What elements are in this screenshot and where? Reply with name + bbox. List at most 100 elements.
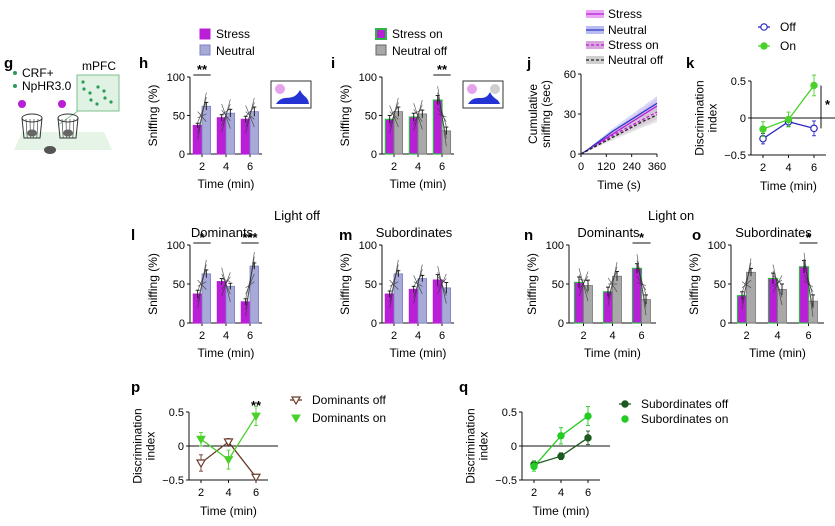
arena-cup-icon bbox=[467, 84, 477, 94]
individual-trace bbox=[741, 281, 752, 289]
y-tick-label: 60 bbox=[564, 69, 576, 81]
neuron-dot bbox=[102, 89, 106, 93]
x-tick-label: 6 bbox=[439, 330, 445, 342]
y-axis-label: Discrimination bbox=[693, 80, 707, 155]
individual-trace bbox=[245, 102, 255, 128]
panel-n: n 0 50 100 Sniffing (%) 2 4 6 Time (min) Dominant… bbox=[524, 225, 656, 360]
arena-cup-icon bbox=[490, 84, 500, 94]
data-point bbox=[291, 414, 301, 424]
data-point bbox=[223, 438, 234, 448]
legend-label: Neutral off bbox=[608, 53, 664, 67]
individual-trace bbox=[803, 263, 814, 297]
panel-title: Dominants bbox=[191, 225, 254, 240]
legend-crf: CRF+ bbox=[22, 66, 54, 80]
y-tick-label: 0 bbox=[371, 318, 377, 330]
x-axis-label: Time (min) bbox=[198, 177, 255, 191]
y-tick-label: 30 bbox=[564, 109, 576, 121]
y-axis-label: Discrimination bbox=[464, 408, 478, 483]
individual-trace bbox=[578, 268, 589, 302]
x-tick-label: 4 bbox=[774, 330, 780, 342]
y-tick-label: 50 bbox=[365, 279, 377, 291]
legend-label: On bbox=[780, 39, 796, 53]
individual-trace bbox=[607, 271, 618, 289]
inset-connector bbox=[57, 110, 79, 126]
x-tick-label: 2 bbox=[199, 330, 205, 342]
bar-neutral bbox=[249, 111, 260, 155]
y-tick-label: 100 bbox=[546, 240, 564, 252]
panel-o: o 0 50 100 Sniffing (%) 2 4 6 Time (min) Subordin… bbox=[687, 225, 824, 360]
x-tick-label: 2 bbox=[199, 161, 205, 173]
trajectory-icon bbox=[468, 92, 500, 104]
individual-trace bbox=[221, 278, 231, 282]
series-line bbox=[580, 111, 658, 155]
panel-j: j 0 30 60 0 120 240 360 Time (s) Cumulative sniffi… bbox=[526, 7, 666, 192]
y-tick-label: −0.5 bbox=[495, 475, 517, 487]
y-tick-label: 0 bbox=[740, 113, 746, 125]
legend-label: Stress bbox=[216, 27, 250, 41]
cup-wire bbox=[61, 118, 64, 139]
y-axis-label: Sniffing (%) bbox=[687, 253, 701, 315]
individual-trace bbox=[389, 106, 399, 117]
panel-h: h 0 50 100 Sniffing (%) 2 4 6 Time (min) ** Stress… bbox=[139, 27, 312, 191]
y-tick-label: 100 bbox=[167, 240, 185, 252]
x-axis-label: Time (min) bbox=[584, 346, 641, 360]
data-point bbox=[557, 452, 565, 460]
trajectory-icon bbox=[276, 90, 309, 104]
significance-stars: * bbox=[639, 230, 645, 245]
section-label-light-off: Light off bbox=[274, 208, 320, 223]
individual-trace bbox=[413, 109, 423, 115]
y-tick-label: 0.5 bbox=[502, 407, 517, 419]
individual-trace bbox=[245, 105, 255, 128]
x-tick-label: 4 bbox=[415, 161, 421, 173]
mouse-in-cup bbox=[63, 129, 73, 137]
panel-label: q bbox=[459, 379, 468, 396]
legend-swatch bbox=[199, 44, 211, 56]
individual-trace bbox=[197, 279, 207, 290]
y-axis-label: index bbox=[477, 432, 491, 461]
bar-stress-on bbox=[408, 116, 419, 155]
individual-trace bbox=[197, 113, 207, 119]
test-mouse bbox=[44, 146, 56, 154]
x-tick-label: 2 bbox=[198, 487, 204, 499]
bar-neutral bbox=[417, 278, 428, 324]
individual-trace bbox=[245, 106, 255, 117]
y-axis-label: Sniffing (%) bbox=[146, 85, 160, 147]
legend-label: Dominants on bbox=[312, 411, 386, 425]
wire-cup bbox=[21, 117, 43, 139]
bar-stress bbox=[240, 118, 251, 155]
x-axis-label: Time (min) bbox=[390, 177, 447, 191]
panel-i: i 0 50 100 Sniffing (%) 2 4 6 Time (min) ** Stress… bbox=[331, 27, 504, 191]
x-tick-label: 4 bbox=[225, 487, 231, 499]
nphr-dot bbox=[13, 84, 17, 88]
panel-title: Dominants bbox=[577, 225, 640, 240]
y-tick-label: 0 bbox=[178, 441, 184, 453]
y-tick-label: 0 bbox=[371, 149, 377, 161]
x-tick-label: 6 bbox=[585, 487, 591, 499]
legend-label: Neutral off bbox=[392, 44, 448, 58]
data-point bbox=[223, 456, 234, 465]
individual-trace bbox=[197, 96, 207, 134]
legend-label: Dominants off bbox=[312, 393, 386, 407]
panel-label: j bbox=[526, 55, 531, 72]
individual-trace bbox=[636, 265, 647, 296]
bar-stress bbox=[216, 117, 227, 155]
individual-trace bbox=[389, 281, 399, 287]
legend-label: Subordinates on bbox=[641, 412, 728, 426]
y-tick-label: 0 bbox=[179, 149, 185, 161]
bar-stress-on bbox=[767, 277, 779, 324]
individual-trace bbox=[389, 105, 399, 128]
legend-band bbox=[586, 56, 604, 64]
individual-trace bbox=[197, 264, 207, 303]
x-axis-label: Time (min) bbox=[390, 346, 447, 360]
individual-trace bbox=[221, 108, 231, 116]
significance-stars: ** bbox=[251, 398, 262, 413]
panel-m: m 0 50 100 Sniffing (%) 2 4 6 Time (min) Subordin… bbox=[338, 225, 454, 360]
legend-label: Neutral bbox=[216, 44, 255, 58]
y-axis-label: Sniffing (%) bbox=[338, 85, 352, 147]
individual-trace bbox=[389, 269, 399, 292]
x-tick-label: 2 bbox=[760, 162, 766, 174]
neuron-dot bbox=[96, 85, 100, 89]
individual-trace bbox=[389, 264, 399, 303]
y-axis-label: Sniffing (%) bbox=[146, 253, 160, 315]
y-tick-label: 50 bbox=[365, 111, 377, 123]
